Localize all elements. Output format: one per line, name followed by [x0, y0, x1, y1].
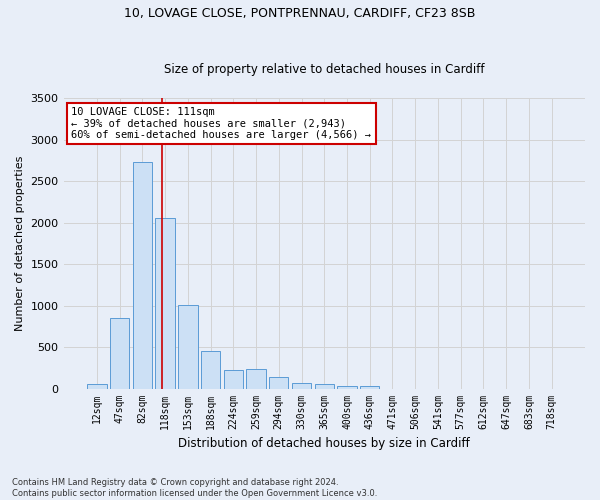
Bar: [269, 378, 289, 388]
Bar: [133, 162, 152, 388]
X-axis label: Distribution of detached houses by size in Cardiff: Distribution of detached houses by size …: [178, 437, 470, 450]
Bar: [360, 386, 379, 388]
Title: Size of property relative to detached houses in Cardiff: Size of property relative to detached ho…: [164, 63, 485, 76]
Bar: [87, 384, 107, 388]
Text: Contains HM Land Registry data © Crown copyright and database right 2024.
Contai: Contains HM Land Registry data © Crown c…: [12, 478, 377, 498]
Bar: [178, 305, 197, 388]
Bar: [337, 386, 356, 388]
Bar: [314, 384, 334, 388]
Bar: [247, 370, 266, 388]
Bar: [155, 218, 175, 388]
Bar: [224, 370, 243, 388]
Bar: [110, 318, 130, 388]
Y-axis label: Number of detached properties: Number of detached properties: [15, 156, 25, 331]
Text: 10, LOVAGE CLOSE, PONTPRENNAU, CARDIFF, CF23 8SB: 10, LOVAGE CLOSE, PONTPRENNAU, CARDIFF, …: [124, 8, 476, 20]
Bar: [292, 383, 311, 388]
Text: 10 LOVAGE CLOSE: 111sqm
← 39% of detached houses are smaller (2,943)
60% of semi: 10 LOVAGE CLOSE: 111sqm ← 39% of detache…: [71, 106, 371, 140]
Bar: [201, 351, 220, 389]
